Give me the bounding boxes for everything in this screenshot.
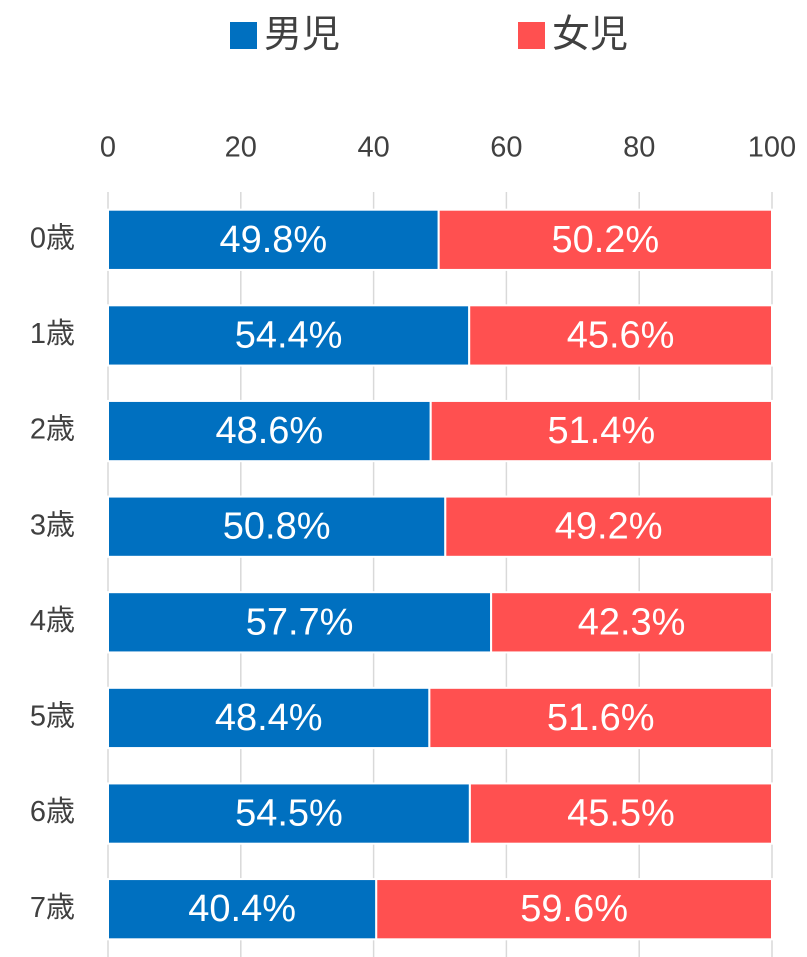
bar-segment — [468, 782, 773, 845]
bar-segment — [375, 878, 773, 941]
value-label: 40.4% — [188, 888, 296, 930]
bar-segment — [444, 495, 773, 558]
y-tick-label: 6歳 — [30, 795, 75, 828]
y-tick-label: 3歳 — [30, 508, 75, 541]
value-label: 57.7% — [246, 601, 354, 643]
legend-swatch — [518, 22, 545, 49]
value-label: 51.4% — [547, 410, 655, 452]
y-tick-label: 0歳 — [30, 221, 75, 254]
bar-segment — [107, 208, 440, 271]
x-tick-label: 60 — [490, 132, 522, 164]
bar-segment — [107, 686, 431, 750]
x-tick-label: 100 — [748, 132, 796, 164]
bar-segment — [107, 782, 471, 845]
x-tick-label: 0 — [100, 132, 116, 164]
value-label: 45.6% — [567, 314, 675, 356]
value-label: 54.4% — [235, 314, 343, 356]
bar-segment — [428, 686, 773, 750]
bar-segment — [437, 208, 773, 271]
x-tick-label: 20 — [225, 132, 257, 164]
y-tick-label: 5歳 — [30, 700, 75, 733]
legend-label: 男児 — [264, 14, 340, 56]
legend-swatch — [230, 22, 257, 49]
value-label: 45.5% — [567, 793, 675, 835]
bar-segment — [429, 399, 773, 463]
value-label: 50.8% — [223, 506, 331, 548]
bar-segment — [107, 591, 493, 654]
bar-segment — [107, 399, 432, 463]
value-label: 54.5% — [235, 793, 343, 835]
legend-label: 女児 — [552, 14, 628, 56]
x-tick-label: 80 — [623, 132, 655, 164]
x-tick-label: 40 — [357, 132, 389, 164]
y-tick-label: 7歳 — [30, 891, 75, 924]
value-label: 42.3% — [578, 601, 686, 643]
bar-segment — [468, 304, 773, 367]
value-label: 48.4% — [215, 697, 323, 739]
value-label: 50.2% — [551, 219, 659, 261]
value-label: 49.8% — [219, 219, 327, 261]
y-tick-label: 1歳 — [30, 317, 75, 350]
y-tick-label: 2歳 — [30, 413, 75, 446]
value-label: 59.6% — [520, 888, 628, 930]
bar-segment — [107, 495, 447, 558]
value-label: 49.2% — [555, 506, 663, 548]
y-tick-label: 4歳 — [30, 604, 75, 637]
value-label: 48.6% — [215, 410, 323, 452]
bar-segment — [490, 591, 773, 654]
value-label: 51.6% — [547, 697, 655, 739]
